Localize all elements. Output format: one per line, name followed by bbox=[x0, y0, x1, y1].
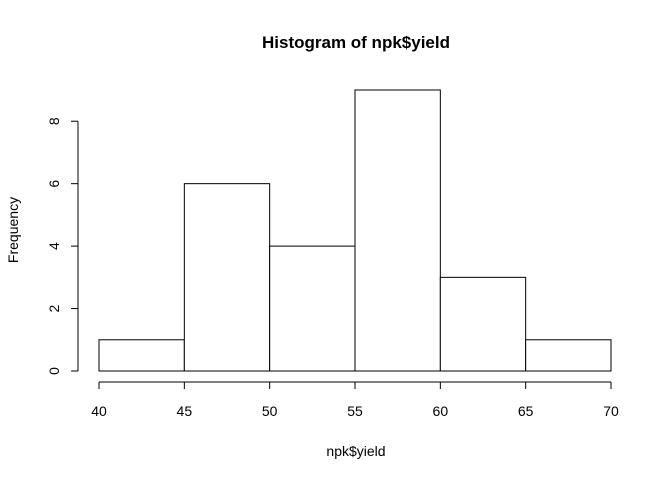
y-axis-label: Frequency bbox=[5, 197, 21, 263]
y-tick-label: 4 bbox=[46, 242, 62, 250]
histogram-bar bbox=[354, 89, 441, 372]
x-tick-label: 55 bbox=[347, 403, 363, 419]
x-tick-label: 70 bbox=[603, 403, 619, 419]
x-tick-label: 45 bbox=[177, 403, 193, 419]
histogram-bar bbox=[269, 245, 356, 372]
chart-title: Histogram of npk$yield bbox=[262, 33, 450, 52]
y-axis: 0 2 4 6 8 bbox=[46, 117, 79, 375]
x-tick-label: 50 bbox=[262, 403, 278, 419]
histogram-bar bbox=[183, 183, 271, 372]
x-axis-label: npk$yield bbox=[326, 443, 385, 459]
x-tick-label: 65 bbox=[518, 403, 534, 419]
y-tick-label: 0 bbox=[46, 367, 62, 375]
x-tick-label: 60 bbox=[433, 403, 449, 419]
histogram-bar bbox=[98, 339, 185, 372]
x-tick-label: 40 bbox=[91, 403, 107, 419]
x-axis: 40 45 50 55 60 65 70 bbox=[91, 381, 619, 419]
y-tick-label: 2 bbox=[46, 304, 62, 312]
y-tick-label: 8 bbox=[46, 117, 62, 125]
y-tick-label: 6 bbox=[46, 180, 62, 188]
bars-group bbox=[98, 89, 612, 372]
histogram-bar bbox=[439, 276, 527, 372]
histogram-bar bbox=[525, 339, 612, 372]
